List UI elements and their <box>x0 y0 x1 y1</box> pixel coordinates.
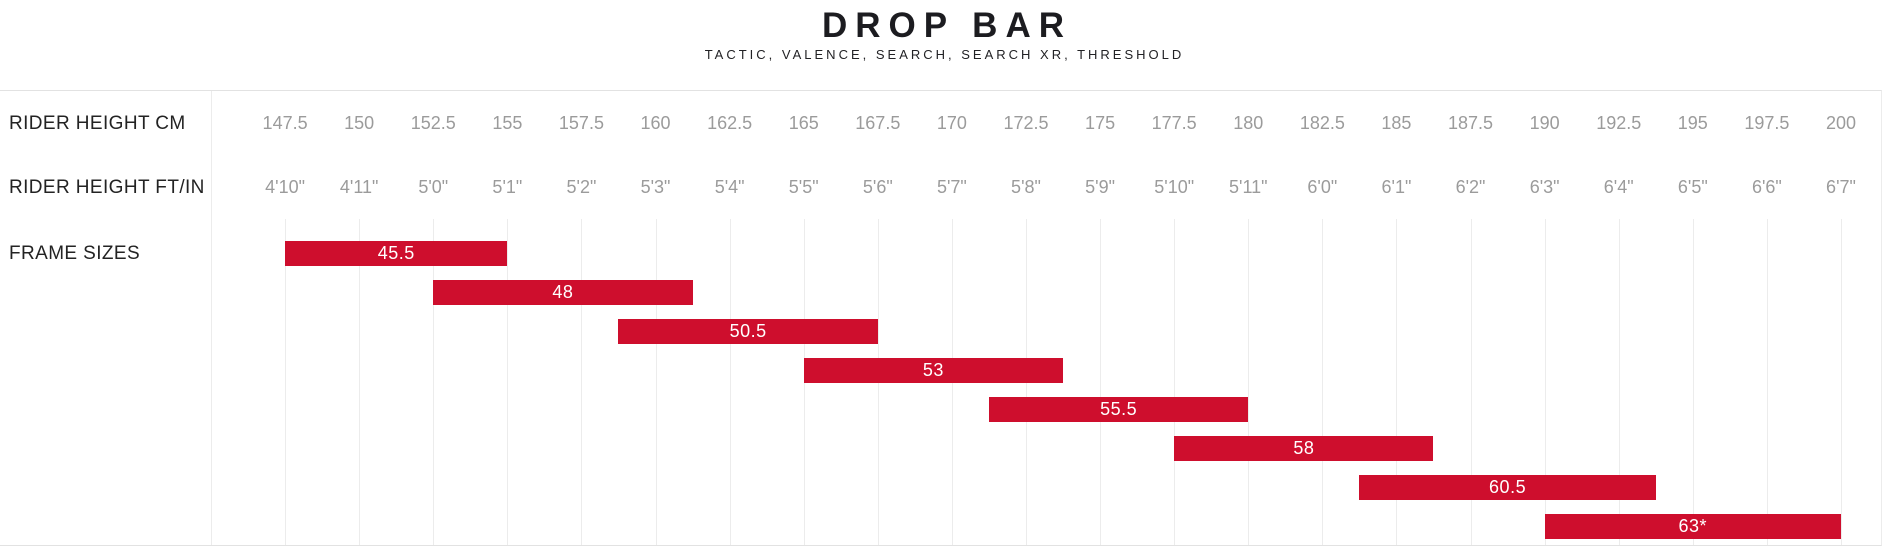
rider-height-ftin-tick: 6'4" <box>1598 156 1639 219</box>
rider-height-cm-tick: 150 <box>339 91 380 156</box>
gridline <box>1322 91 1324 545</box>
frame-size-bar: 60.5 <box>1359 475 1656 500</box>
rider-height-ftin-tick: 6'0" <box>1302 156 1343 219</box>
grid-area <box>211 91 1881 545</box>
rider-height-ftin-tick: 6'5" <box>1672 156 1713 219</box>
rider-height-ftin-tick: 5'0" <box>413 156 454 219</box>
frame-size-bar-label: 50.5 <box>729 321 767 341</box>
size-table: RIDER HEIGHT CM RIDER HEIGHT FT/IN FRAME… <box>0 90 1882 546</box>
frame-size-bar-label: 53 <box>922 360 944 380</box>
gridline <box>285 91 287 545</box>
frame-size-bar: 48 <box>433 280 693 305</box>
rider-height-ftin-tick: 5'5" <box>783 156 824 219</box>
frame-size-bar-label: 48 <box>552 282 574 302</box>
rider-height-ftin-tick: 6'6" <box>1746 156 1787 219</box>
rider-height-cm-tick: 190 <box>1524 91 1565 156</box>
rider-height-ftin-tick-row: 4'10" 4'11" 5'0" 5'1" 5'2" 5'3" 5'4" 5'5" 5'6" 5'… <box>211 156 1881 219</box>
rider-height-cm-tick: 170 <box>931 91 972 156</box>
frame-size-bar-label: 63* <box>1678 516 1708 536</box>
rider-height-ftin-tick: 6'7" <box>1821 156 1861 219</box>
rider-height-ftin-tick: 5'6" <box>857 156 898 219</box>
gridline <box>1766 91 1768 545</box>
gridline <box>877 91 879 545</box>
frame-size-bar-label: 60.5 <box>1489 477 1527 497</box>
gridline <box>1692 91 1694 545</box>
gridline <box>1840 91 1842 545</box>
rider-height-cm-tick: 197.5 <box>1739 91 1795 156</box>
rider-height-ftin-tick: 5'11" <box>1224 156 1273 219</box>
gridline <box>1544 91 1546 545</box>
rider-height-cm-tick-row: 147.5 150 152.5 155 157.5 160 162.5 165 167.5 170… <box>211 91 1881 156</box>
gridline <box>803 91 805 545</box>
rider-height-ftin-tick: 4'10" <box>260 156 311 219</box>
rider-height-ftin-tick: 6'2" <box>1450 156 1491 219</box>
chart-subtitle: TACTIC, VALENCE, SEARCH, SEARCH XR, THRE… <box>704 47 1185 62</box>
gridline <box>1025 91 1027 545</box>
gridline <box>433 91 435 545</box>
frame-size-bar: 53 <box>803 358 1064 383</box>
rider-height-cm-tick: 167.5 <box>850 91 906 156</box>
gridline <box>951 91 953 545</box>
gridline <box>1618 91 1620 545</box>
rider-height-ftin-tick: 5'7" <box>931 156 972 219</box>
rider-height-ftin-tick: 5'9" <box>1080 156 1121 219</box>
rider-height-ftin-tick: 5'2" <box>561 156 602 219</box>
gridline <box>729 91 731 545</box>
rider-height-cm-tick: 187.5 <box>1443 91 1499 156</box>
gridline <box>1248 91 1250 545</box>
rider-height-ftin-tick: 6'3" <box>1524 156 1565 219</box>
frame-size-bar-label: 55.5 <box>1100 399 1138 419</box>
frame-size-bar-label: 45.5 <box>377 243 415 263</box>
rider-height-ftin-tick: 6'1" <box>1376 156 1417 219</box>
rider-height-ftin-tick: 5'10" <box>1149 156 1200 219</box>
gridline <box>1174 91 1176 545</box>
frame-size-bar: 55.5 <box>988 397 1249 422</box>
gridline <box>1100 91 1102 545</box>
frame-size-bars-area: 45.5 48 50.5 53 55.5 58 60.5 63* <box>211 219 1881 547</box>
gridline <box>581 91 583 545</box>
frame-size-bar: 58 <box>1174 436 1434 461</box>
rider-height-ftin-tick: 5'8" <box>1006 156 1046 219</box>
rider-height-cm-tick: 147.5 <box>257 91 313 156</box>
rider-height-cm-tick: 165 <box>783 91 824 156</box>
gridline <box>1470 91 1472 545</box>
gridline <box>359 91 361 545</box>
rider-height-cm-tick: 200 <box>1820 91 1862 156</box>
rider-height-cm-tick: 155 <box>487 91 528 156</box>
gridline <box>655 91 657 545</box>
rider-height-cm-tick: 192.5 <box>1591 91 1647 156</box>
frame-size-bar-label: 58 <box>1293 438 1315 458</box>
rider-height-ftin-tick: 5'4" <box>709 156 750 219</box>
row-header-rider-height-cm: RIDER HEIGHT CM <box>9 113 186 134</box>
gridline <box>1396 91 1398 545</box>
row-header-frame-sizes: FRAME SIZES <box>9 243 141 264</box>
rider-height-cm-tick: 177.5 <box>1146 91 1202 156</box>
rider-height-ftin-tick: 4'11" <box>334 156 384 219</box>
row-header-rider-height-ftin: RIDER HEIGHT FT/IN <box>9 177 205 198</box>
rider-height-ftin-tick: 5'1" <box>487 156 528 219</box>
frame-size-bar: 45.5 <box>285 241 508 266</box>
frame-size-bar: 50.5 <box>618 319 878 344</box>
rider-height-cm-tick: 157.5 <box>553 91 609 156</box>
rider-height-cm-tick: 160 <box>635 91 676 156</box>
rider-height-cm-tick: 195 <box>1672 91 1713 156</box>
rider-height-cm-tick: 175 <box>1080 91 1121 156</box>
rider-height-cm-tick: 180 <box>1228 91 1269 156</box>
rider-height-cm-tick: 172.5 <box>998 91 1054 156</box>
rider-height-cm-tick: 162.5 <box>702 91 758 156</box>
rider-height-ftin-tick: 5'3" <box>635 156 676 219</box>
rider-height-cm-tick: 182.5 <box>1294 91 1350 156</box>
rider-height-cm-tick: 185 <box>1376 91 1417 156</box>
chart-title: DROP BAR <box>821 6 1073 45</box>
rider-height-cm-tick: 152.5 <box>405 91 461 156</box>
gridline <box>507 91 509 545</box>
frame-size-bar: 63* <box>1544 514 1841 539</box>
gridline <box>211 91 212 545</box>
